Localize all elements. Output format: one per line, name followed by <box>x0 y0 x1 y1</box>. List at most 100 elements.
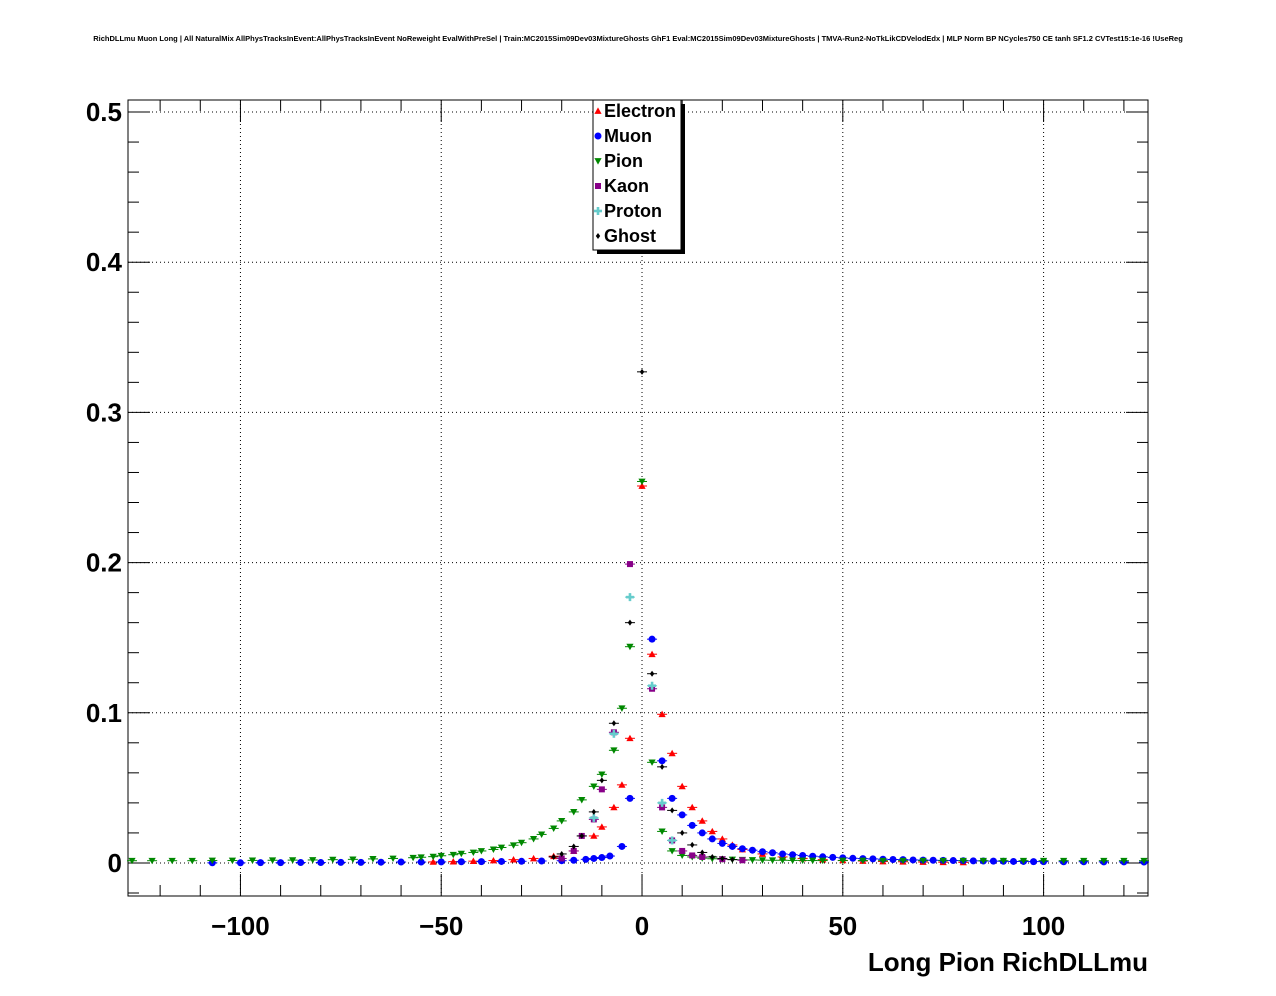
ghost-point <box>669 807 675 814</box>
proton-point-v <box>612 729 616 738</box>
legend-marker-proton <box>594 207 602 215</box>
electron-point <box>698 817 706 824</box>
muon-point <box>570 856 578 864</box>
pion-point <box>758 857 767 864</box>
ghost-point <box>639 368 645 375</box>
muon-point <box>758 848 766 856</box>
pion-point <box>529 836 538 843</box>
ghost-point <box>730 856 735 863</box>
pion-point <box>839 857 847 865</box>
muon-point <box>538 857 546 865</box>
muon-point <box>357 858 365 866</box>
muon-point <box>648 635 656 643</box>
x-tick-label: 50 <box>828 911 857 941</box>
pion-point <box>228 857 237 865</box>
pion-point <box>329 856 337 864</box>
muon-point <box>708 835 716 843</box>
pion-point <box>128 857 136 865</box>
pion-point <box>477 848 485 855</box>
pion-point <box>999 857 1008 865</box>
pion-point <box>517 839 526 847</box>
muon-point <box>929 856 937 864</box>
y-tick-label: 0.2 <box>86 548 122 578</box>
series-proton <box>588 593 678 845</box>
muon-point <box>377 858 385 866</box>
muon-point <box>869 855 877 863</box>
legend-label-kaon: Kaon <box>604 176 649 196</box>
proton-point-v <box>628 593 632 602</box>
pion-point <box>626 643 634 651</box>
kaon-point <box>689 852 696 859</box>
pion-point <box>959 857 967 865</box>
pion-point <box>648 759 656 766</box>
pion-point <box>789 857 797 865</box>
electron-point <box>610 803 618 811</box>
pion-point <box>148 857 156 865</box>
pion-point <box>429 853 437 861</box>
pion-point <box>598 771 606 778</box>
proton-point-v <box>650 681 654 690</box>
pion-point <box>469 849 477 857</box>
ghost-point <box>591 808 597 815</box>
pion-point <box>618 705 626 712</box>
pion-point <box>437 852 445 860</box>
pion-point <box>658 828 666 836</box>
muon-point <box>849 854 857 862</box>
muon-point <box>698 829 706 837</box>
muon-point <box>626 794 634 802</box>
muon-point <box>582 855 590 863</box>
ghost-point <box>559 850 564 857</box>
muon-point <box>748 846 756 854</box>
pion-point <box>859 857 867 865</box>
electron-point <box>638 482 646 489</box>
muon-point <box>738 845 746 853</box>
muon-point <box>457 858 465 866</box>
proton-point <box>658 798 667 807</box>
y-tick-label: 0 <box>108 848 122 878</box>
muon-point <box>337 858 345 866</box>
series-ghost <box>548 368 738 863</box>
pion-point <box>509 842 518 849</box>
kaon-point <box>659 804 666 811</box>
pion-point <box>638 478 646 486</box>
pion-point <box>417 854 425 861</box>
muon-point <box>688 821 696 829</box>
muon-point <box>718 839 726 847</box>
kaon-point <box>679 847 686 854</box>
tick-layer <box>128 100 1148 896</box>
muon-point <box>668 794 676 802</box>
legend-marker-kaon <box>595 183 601 189</box>
ghost-point <box>627 619 633 626</box>
muon-point <box>1009 857 1017 865</box>
x-tick-label: −50 <box>419 911 463 941</box>
y-tick-label: 0.4 <box>86 247 123 277</box>
pion-point <box>168 857 176 865</box>
pion-point <box>208 857 216 865</box>
legend-marker-muon <box>594 132 602 140</box>
pion-point <box>309 857 317 864</box>
ghost-point <box>579 832 584 839</box>
muon-point <box>949 857 957 865</box>
muon-point <box>236 859 244 867</box>
series-pion <box>127 478 1149 865</box>
pion-point <box>1140 857 1148 865</box>
muon-point <box>598 854 606 862</box>
x-tick-label: 100 <box>1022 911 1065 941</box>
pion-point <box>919 857 927 865</box>
proton-point-v <box>660 798 664 807</box>
ghost-point <box>700 849 705 856</box>
ghost-point <box>599 777 605 784</box>
pion-point <box>668 848 676 855</box>
muon-point <box>969 857 977 865</box>
muon-point <box>618 842 626 850</box>
pion-point <box>409 854 417 862</box>
muon-point <box>497 857 505 865</box>
pion-point <box>819 857 827 865</box>
pion-point <box>578 796 586 804</box>
pion-point <box>1039 857 1048 865</box>
pion-point <box>349 856 357 863</box>
pion-point <box>939 857 947 865</box>
chart-title: RichDLLmu Muon Long | All NaturalMix All… <box>93 34 1183 43</box>
pion-point <box>1100 857 1108 865</box>
kaon-point <box>739 857 746 864</box>
